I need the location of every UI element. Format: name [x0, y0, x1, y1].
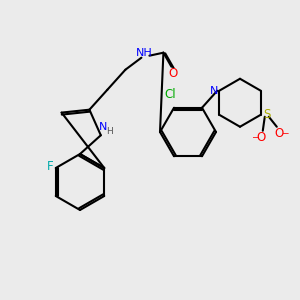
- Text: N: N: [210, 86, 218, 96]
- Text: NH: NH: [136, 48, 153, 58]
- Text: Cl: Cl: [164, 88, 176, 101]
- Text: O: O: [169, 67, 178, 80]
- Text: O: O: [274, 127, 283, 140]
- Text: −: −: [251, 132, 259, 141]
- Text: H: H: [106, 127, 113, 136]
- Text: F: F: [46, 160, 53, 172]
- Text: O: O: [256, 131, 266, 144]
- Text: N: N: [99, 122, 107, 132]
- Text: S: S: [263, 108, 271, 121]
- Text: −: −: [281, 128, 289, 137]
